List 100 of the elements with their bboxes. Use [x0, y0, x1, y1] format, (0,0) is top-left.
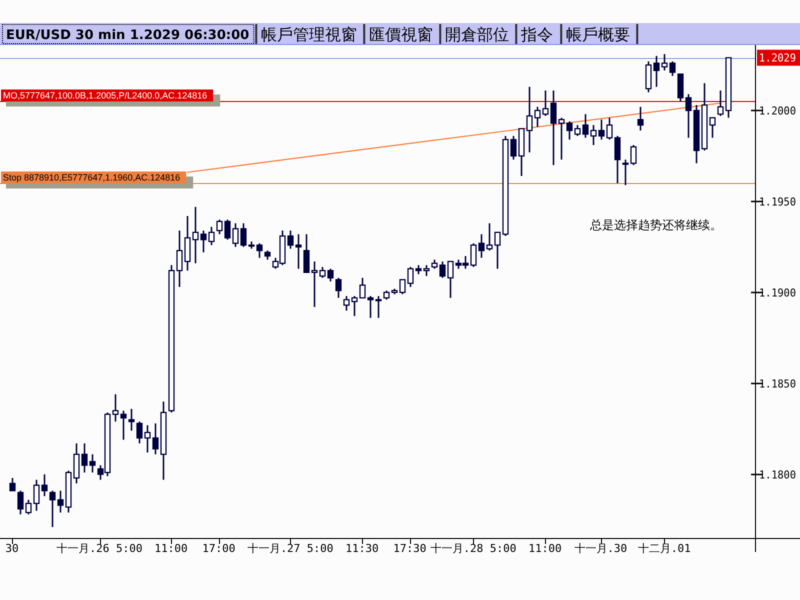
x-tick-label: 11:30 [345, 542, 379, 555]
candlestick [311, 260, 318, 308]
candlestick [447, 260, 454, 299]
x-tick-label: 十一月.26 5:00 [56, 542, 143, 555]
text: 帳戶概要 [566, 25, 630, 44]
candlestick [375, 295, 382, 319]
text: 開倉部位 [445, 25, 510, 44]
candlestick [383, 290, 390, 300]
text: 匯價視窗 [369, 25, 434, 44]
candlestick [598, 118, 605, 140]
x-tick-label: 十二月.01 [638, 542, 691, 555]
y-tick-label: 1.1800 [759, 468, 799, 482]
candlestick [526, 86, 533, 154]
y-tick-label: 1.1900 [759, 286, 799, 300]
candlestick [637, 106, 644, 132]
candlestick [574, 124, 581, 137]
candlestick [264, 250, 271, 260]
candlestick [399, 278, 406, 295]
text: 1.2029 [759, 52, 799, 65]
candlestick [176, 230, 183, 288]
candlestick [136, 420, 143, 444]
candlestick [144, 424, 151, 454]
candlestick [25, 499, 32, 516]
candlestick [614, 135, 621, 184]
candlestick [439, 260, 446, 279]
candlestick [335, 277, 342, 299]
candlestick [622, 158, 629, 186]
candlestick [407, 266, 414, 288]
candlestick [534, 106, 541, 128]
candlestick [17, 490, 24, 516]
candlestick [486, 222, 493, 252]
candlestick [73, 442, 80, 484]
candlestick [653, 55, 660, 88]
chart-title: EUR/USD 30 min 1.2029 06:30:00 [6, 28, 250, 43]
candlestick [630, 144, 637, 166]
text: 指令 [520, 25, 554, 44]
candlestick [152, 422, 159, 456]
ref-line-label: Stop 8878910,E5777647,1.1960,AC.124816 [3, 172, 180, 182]
candlestick [57, 490, 64, 514]
candlestick [287, 230, 294, 250]
candlestick [240, 222, 247, 248]
ref-line-label: MO,5777647,100.0B,1.2005,P/L2400.0,AC.124816 [3, 90, 208, 100]
candlestick [327, 268, 334, 282]
x-tick-label: 17:00 [202, 542, 236, 555]
candlestick [685, 93, 692, 139]
candlestick [81, 442, 88, 474]
candlestick [677, 73, 684, 102]
x-tick-label: 11:00 [528, 542, 562, 555]
x-tick-label: 十一月.28 5:00 [430, 542, 516, 555]
candlestick [128, 408, 135, 432]
candlestick [319, 266, 326, 279]
candlestick [510, 135, 517, 160]
candlestick [478, 233, 485, 259]
y-tick-label: 1.2000 [759, 104, 799, 118]
x-tick-label: 十一月.27 5:00 [247, 542, 334, 555]
candlestick [582, 113, 589, 139]
candlestick [606, 117, 613, 140]
candlestick [184, 215, 191, 272]
candlestick [590, 124, 597, 146]
x-tick-label: 十一月.30 [574, 542, 628, 555]
candlestick [89, 454, 96, 474]
candlestick [192, 206, 199, 264]
candlestick [216, 218, 223, 235]
candlestick [494, 232, 501, 270]
candlestick [41, 474, 48, 497]
candlestick [9, 477, 16, 492]
candlestick [669, 60, 676, 77]
candlestick [542, 90, 549, 117]
candlestick [645, 60, 652, 94]
candlestick [112, 394, 119, 422]
candlestick [359, 277, 366, 299]
x-tick-label: 11:00 [154, 542, 188, 555]
candlestick [566, 120, 573, 140]
text: 帳戶管理視窗 [261, 25, 358, 44]
candlestick [558, 117, 565, 160]
candlestick [470, 242, 477, 268]
candlestick [120, 410, 127, 441]
candlestick [351, 295, 358, 317]
candlestick [661, 53, 668, 72]
candlestick [709, 117, 716, 139]
x-tick-label: 30 [5, 542, 19, 555]
x-tick-label: 17:30 [393, 542, 426, 555]
candlestick [49, 490, 56, 528]
candlestick [256, 242, 263, 259]
candlestick [208, 226, 215, 246]
annotation: 总是选择趋势还将继续。 [589, 218, 722, 232]
candlestick [550, 90, 557, 166]
candlestick [224, 218, 231, 240]
candlestick [431, 258, 438, 270]
candlestick [33, 479, 40, 512]
candlestick [423, 264, 430, 277]
candlestick [343, 295, 350, 312]
candlestick [717, 90, 724, 117]
candlestick [303, 233, 310, 274]
candlestick [232, 222, 239, 248]
y-tick-label: 1.1950 [759, 196, 799, 208]
candlestick [295, 233, 302, 270]
candlestick [367, 295, 374, 319]
candlestick [200, 230, 207, 254]
y-tick-label: 1.1850 [759, 378, 799, 390]
